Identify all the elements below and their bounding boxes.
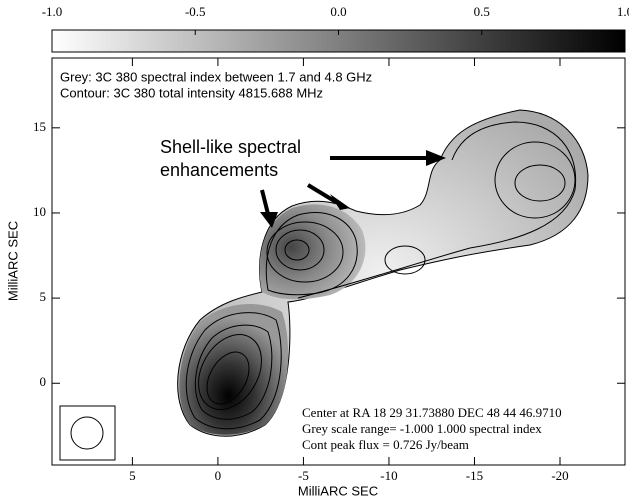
y-tick-label: 0 xyxy=(40,374,47,389)
caption: Grey: 3C 380 spectral index between 1.7 … xyxy=(60,69,372,84)
chart: Grey: 3C 380 spectral index between 1.7 … xyxy=(0,0,629,500)
colorbar-tick-label: 0.5 xyxy=(474,4,490,19)
x-axis-label: MilliARC SEC xyxy=(298,483,378,498)
y-axis-label: MilliARC SEC xyxy=(5,221,20,301)
y-tick-label: 5 xyxy=(40,289,47,304)
info: Center at RA 18 29 31.73880 DEC 48 44 46… xyxy=(302,405,562,420)
beam-box xyxy=(60,406,115,460)
y-tick-label: 10 xyxy=(33,204,46,219)
x-tick-label: -10 xyxy=(380,468,397,483)
x-tick-label: 5 xyxy=(129,468,136,483)
info: Cont peak flux = 0.726 Jy/beam xyxy=(302,437,469,452)
annotation: Shell-like spectral xyxy=(160,137,301,157)
colorbar-tick-label: -1.0 xyxy=(42,4,63,19)
x-tick-label: 0 xyxy=(215,468,222,483)
x-tick-label: -15 xyxy=(466,468,483,483)
info: Grey scale range= -1.000 1.000 spectral … xyxy=(302,421,542,436)
x-tick-label: -5 xyxy=(298,468,309,483)
colorbar-tick-label: 1.0 xyxy=(617,4,629,19)
caption: Contour: 3C 380 total intensity 4815.688… xyxy=(60,85,323,100)
colorbar-tick-label: -0.5 xyxy=(185,4,206,19)
y-tick-label: 15 xyxy=(33,119,46,134)
annotation: enhancements xyxy=(160,160,278,180)
colorbar-tick-label: 0.0 xyxy=(330,4,346,19)
x-tick-label: -20 xyxy=(551,468,568,483)
